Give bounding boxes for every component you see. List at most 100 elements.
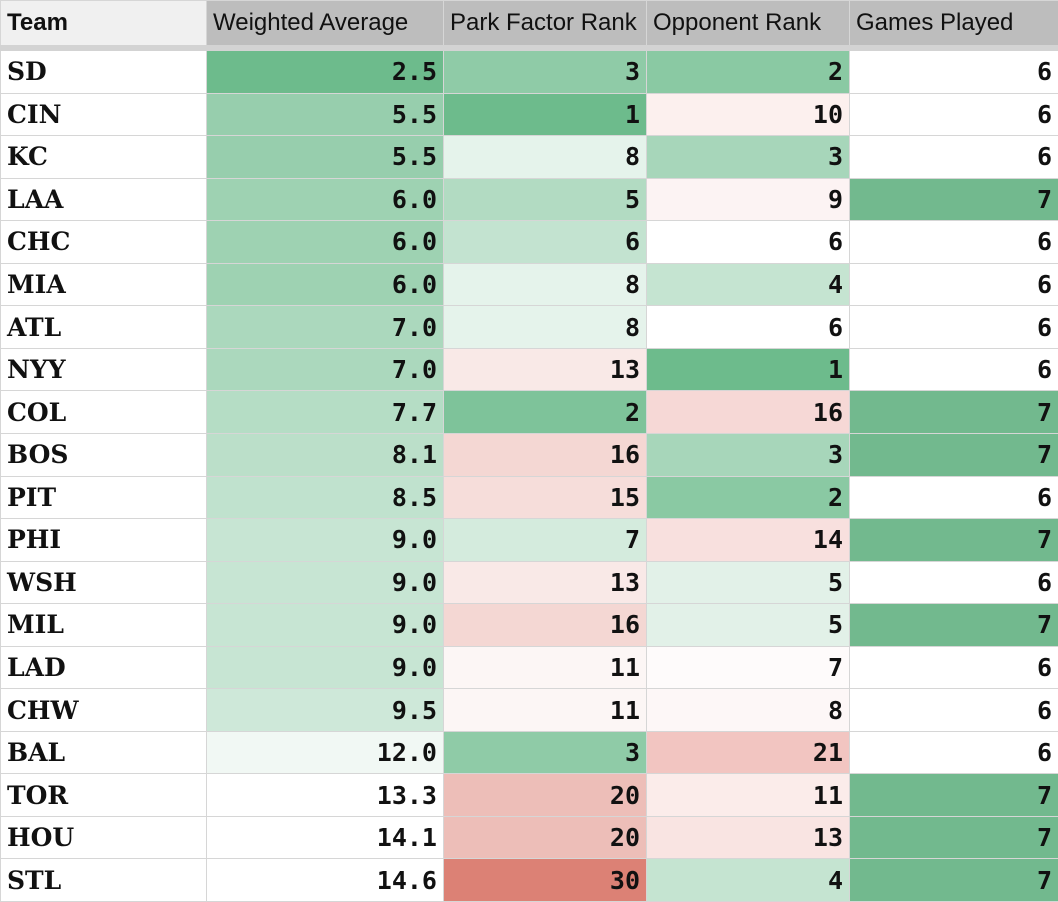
games-played-cell[interactable]: 7 (849, 390, 1058, 434)
opponent-rank-cell[interactable]: 4 (646, 858, 850, 902)
weighted-average-cell[interactable]: 12.0 (206, 730, 444, 775)
team-cell[interactable]: CHW (0, 688, 207, 732)
park-factor-rank-cell[interactable]: 11 (443, 645, 647, 690)
team-cell[interactable]: ATL (0, 305, 207, 349)
opponent-rank-cell[interactable]: 1 (646, 347, 850, 392)
opponent-rank-cell[interactable]: 6 (646, 305, 850, 349)
weighted-average-cell[interactable]: 8.1 (206, 432, 444, 477)
team-cell[interactable]: KC (0, 135, 207, 179)
team-cell[interactable]: PHI (0, 518, 207, 562)
park-factor-rank-cell[interactable]: 11 (443, 688, 647, 732)
games-played-cell[interactable]: 6 (849, 475, 1058, 520)
opponent-rank-cell[interactable]: 6 (646, 220, 850, 264)
weighted-average-cell[interactable]: 14.1 (206, 815, 444, 860)
weighted-average-cell[interactable]: 9.5 (206, 688, 444, 732)
opponent-rank-cell[interactable]: 5 (646, 603, 850, 647)
column-header-weighted-average[interactable]: Weighted Average (206, 0, 444, 51)
park-factor-rank-cell[interactable]: 16 (443, 432, 647, 477)
games-played-cell[interactable]: 7 (849, 815, 1058, 860)
opponent-rank-cell[interactable]: 2 (646, 475, 850, 520)
games-played-cell[interactable]: 7 (849, 858, 1058, 902)
opponent-rank-cell[interactable]: 4 (646, 262, 850, 307)
weighted-average-cell[interactable]: 9.0 (206, 518, 444, 562)
team-cell[interactable]: BOS (0, 432, 207, 477)
park-factor-rank-cell[interactable]: 2 (443, 390, 647, 434)
games-played-cell[interactable]: 6 (849, 347, 1058, 392)
team-cell[interactable]: PIT (0, 475, 207, 520)
team-cell[interactable]: LAD (0, 645, 207, 690)
weighted-average-cell[interactable]: 9.0 (206, 645, 444, 690)
team-cell[interactable]: TOR (0, 773, 207, 817)
games-played-cell[interactable]: 6 (849, 688, 1058, 732)
opponent-rank-cell[interactable]: 5 (646, 560, 850, 605)
park-factor-rank-cell[interactable]: 20 (443, 773, 647, 817)
park-factor-rank-cell[interactable]: 8 (443, 305, 647, 349)
opponent-rank-cell[interactable]: 3 (646, 432, 850, 477)
park-factor-rank-cell[interactable]: 3 (443, 47, 647, 94)
games-played-cell[interactable]: 6 (849, 135, 1058, 179)
weighted-average-cell[interactable]: 13.3 (206, 773, 444, 817)
weighted-average-cell[interactable]: 2.5 (206, 47, 444, 94)
opponent-rank-cell[interactable]: 21 (646, 730, 850, 775)
park-factor-rank-cell[interactable]: 8 (443, 135, 647, 179)
opponent-rank-cell[interactable]: 2 (646, 47, 850, 94)
weighted-average-cell[interactable]: 8.5 (206, 475, 444, 520)
team-cell[interactable]: MIA (0, 262, 207, 307)
park-factor-rank-cell[interactable]: 13 (443, 347, 647, 392)
games-played-cell[interactable]: 7 (849, 518, 1058, 562)
opponent-rank-cell[interactable]: 8 (646, 688, 850, 732)
column-header-games-played[interactable]: Games Played (849, 0, 1058, 51)
team-cell[interactable]: MIL (0, 603, 207, 647)
weighted-average-cell[interactable]: 14.6 (206, 858, 444, 902)
weighted-average-cell[interactable]: 6.0 (206, 177, 444, 222)
games-played-cell[interactable]: 7 (849, 177, 1058, 222)
opponent-rank-cell[interactable]: 13 (646, 815, 850, 860)
weighted-average-cell[interactable]: 6.0 (206, 220, 444, 264)
weighted-average-cell[interactable]: 5.5 (206, 135, 444, 179)
weighted-average-cell[interactable]: 7.0 (206, 305, 444, 349)
column-header-park-factor-rank[interactable]: Park Factor Rank (443, 0, 647, 51)
opponent-rank-cell[interactable]: 7 (646, 645, 850, 690)
park-factor-rank-cell[interactable]: 13 (443, 560, 647, 605)
games-played-cell[interactable]: 6 (849, 560, 1058, 605)
team-cell[interactable]: CIN (0, 92, 207, 137)
park-factor-rank-cell[interactable]: 30 (443, 858, 647, 902)
park-factor-rank-cell[interactable]: 3 (443, 730, 647, 775)
opponent-rank-cell[interactable]: 3 (646, 135, 850, 179)
weighted-average-cell[interactable]: 5.5 (206, 92, 444, 137)
column-header-opponent-rank[interactable]: Opponent Rank (646, 0, 850, 51)
games-played-cell[interactable]: 7 (849, 432, 1058, 477)
park-factor-rank-cell[interactable]: 15 (443, 475, 647, 520)
opponent-rank-cell[interactable]: 10 (646, 92, 850, 137)
team-cell[interactable]: STL (0, 858, 207, 902)
team-cell[interactable]: NYY (0, 347, 207, 392)
opponent-rank-cell[interactable]: 11 (646, 773, 850, 817)
weighted-average-cell[interactable]: 7.0 (206, 347, 444, 392)
team-cell[interactable]: LAA (0, 177, 207, 222)
games-played-cell[interactable]: 6 (849, 220, 1058, 264)
park-factor-rank-cell[interactable]: 5 (443, 177, 647, 222)
weighted-average-cell[interactable]: 9.0 (206, 560, 444, 605)
games-played-cell[interactable]: 6 (849, 47, 1058, 94)
weighted-average-cell[interactable]: 6.0 (206, 262, 444, 307)
column-header-team[interactable]: Team (0, 0, 207, 51)
team-cell[interactable]: WSH (0, 560, 207, 605)
games-played-cell[interactable]: 7 (849, 773, 1058, 817)
games-played-cell[interactable]: 6 (849, 92, 1058, 137)
park-factor-rank-cell[interactable]: 1 (443, 92, 647, 137)
games-played-cell[interactable]: 6 (849, 262, 1058, 307)
park-factor-rank-cell[interactable]: 20 (443, 815, 647, 860)
opponent-rank-cell[interactable]: 14 (646, 518, 850, 562)
games-played-cell[interactable]: 6 (849, 645, 1058, 690)
team-cell[interactable]: COL (0, 390, 207, 434)
park-factor-rank-cell[interactable]: 16 (443, 603, 647, 647)
opponent-rank-cell[interactable]: 9 (646, 177, 850, 222)
team-cell[interactable]: CHC (0, 220, 207, 264)
team-cell[interactable]: HOU (0, 815, 207, 860)
park-factor-rank-cell[interactable]: 7 (443, 518, 647, 562)
opponent-rank-cell[interactable]: 16 (646, 390, 850, 434)
weighted-average-cell[interactable]: 9.0 (206, 603, 444, 647)
games-played-cell[interactable]: 7 (849, 603, 1058, 647)
park-factor-rank-cell[interactable]: 8 (443, 262, 647, 307)
weighted-average-cell[interactable]: 7.7 (206, 390, 444, 434)
